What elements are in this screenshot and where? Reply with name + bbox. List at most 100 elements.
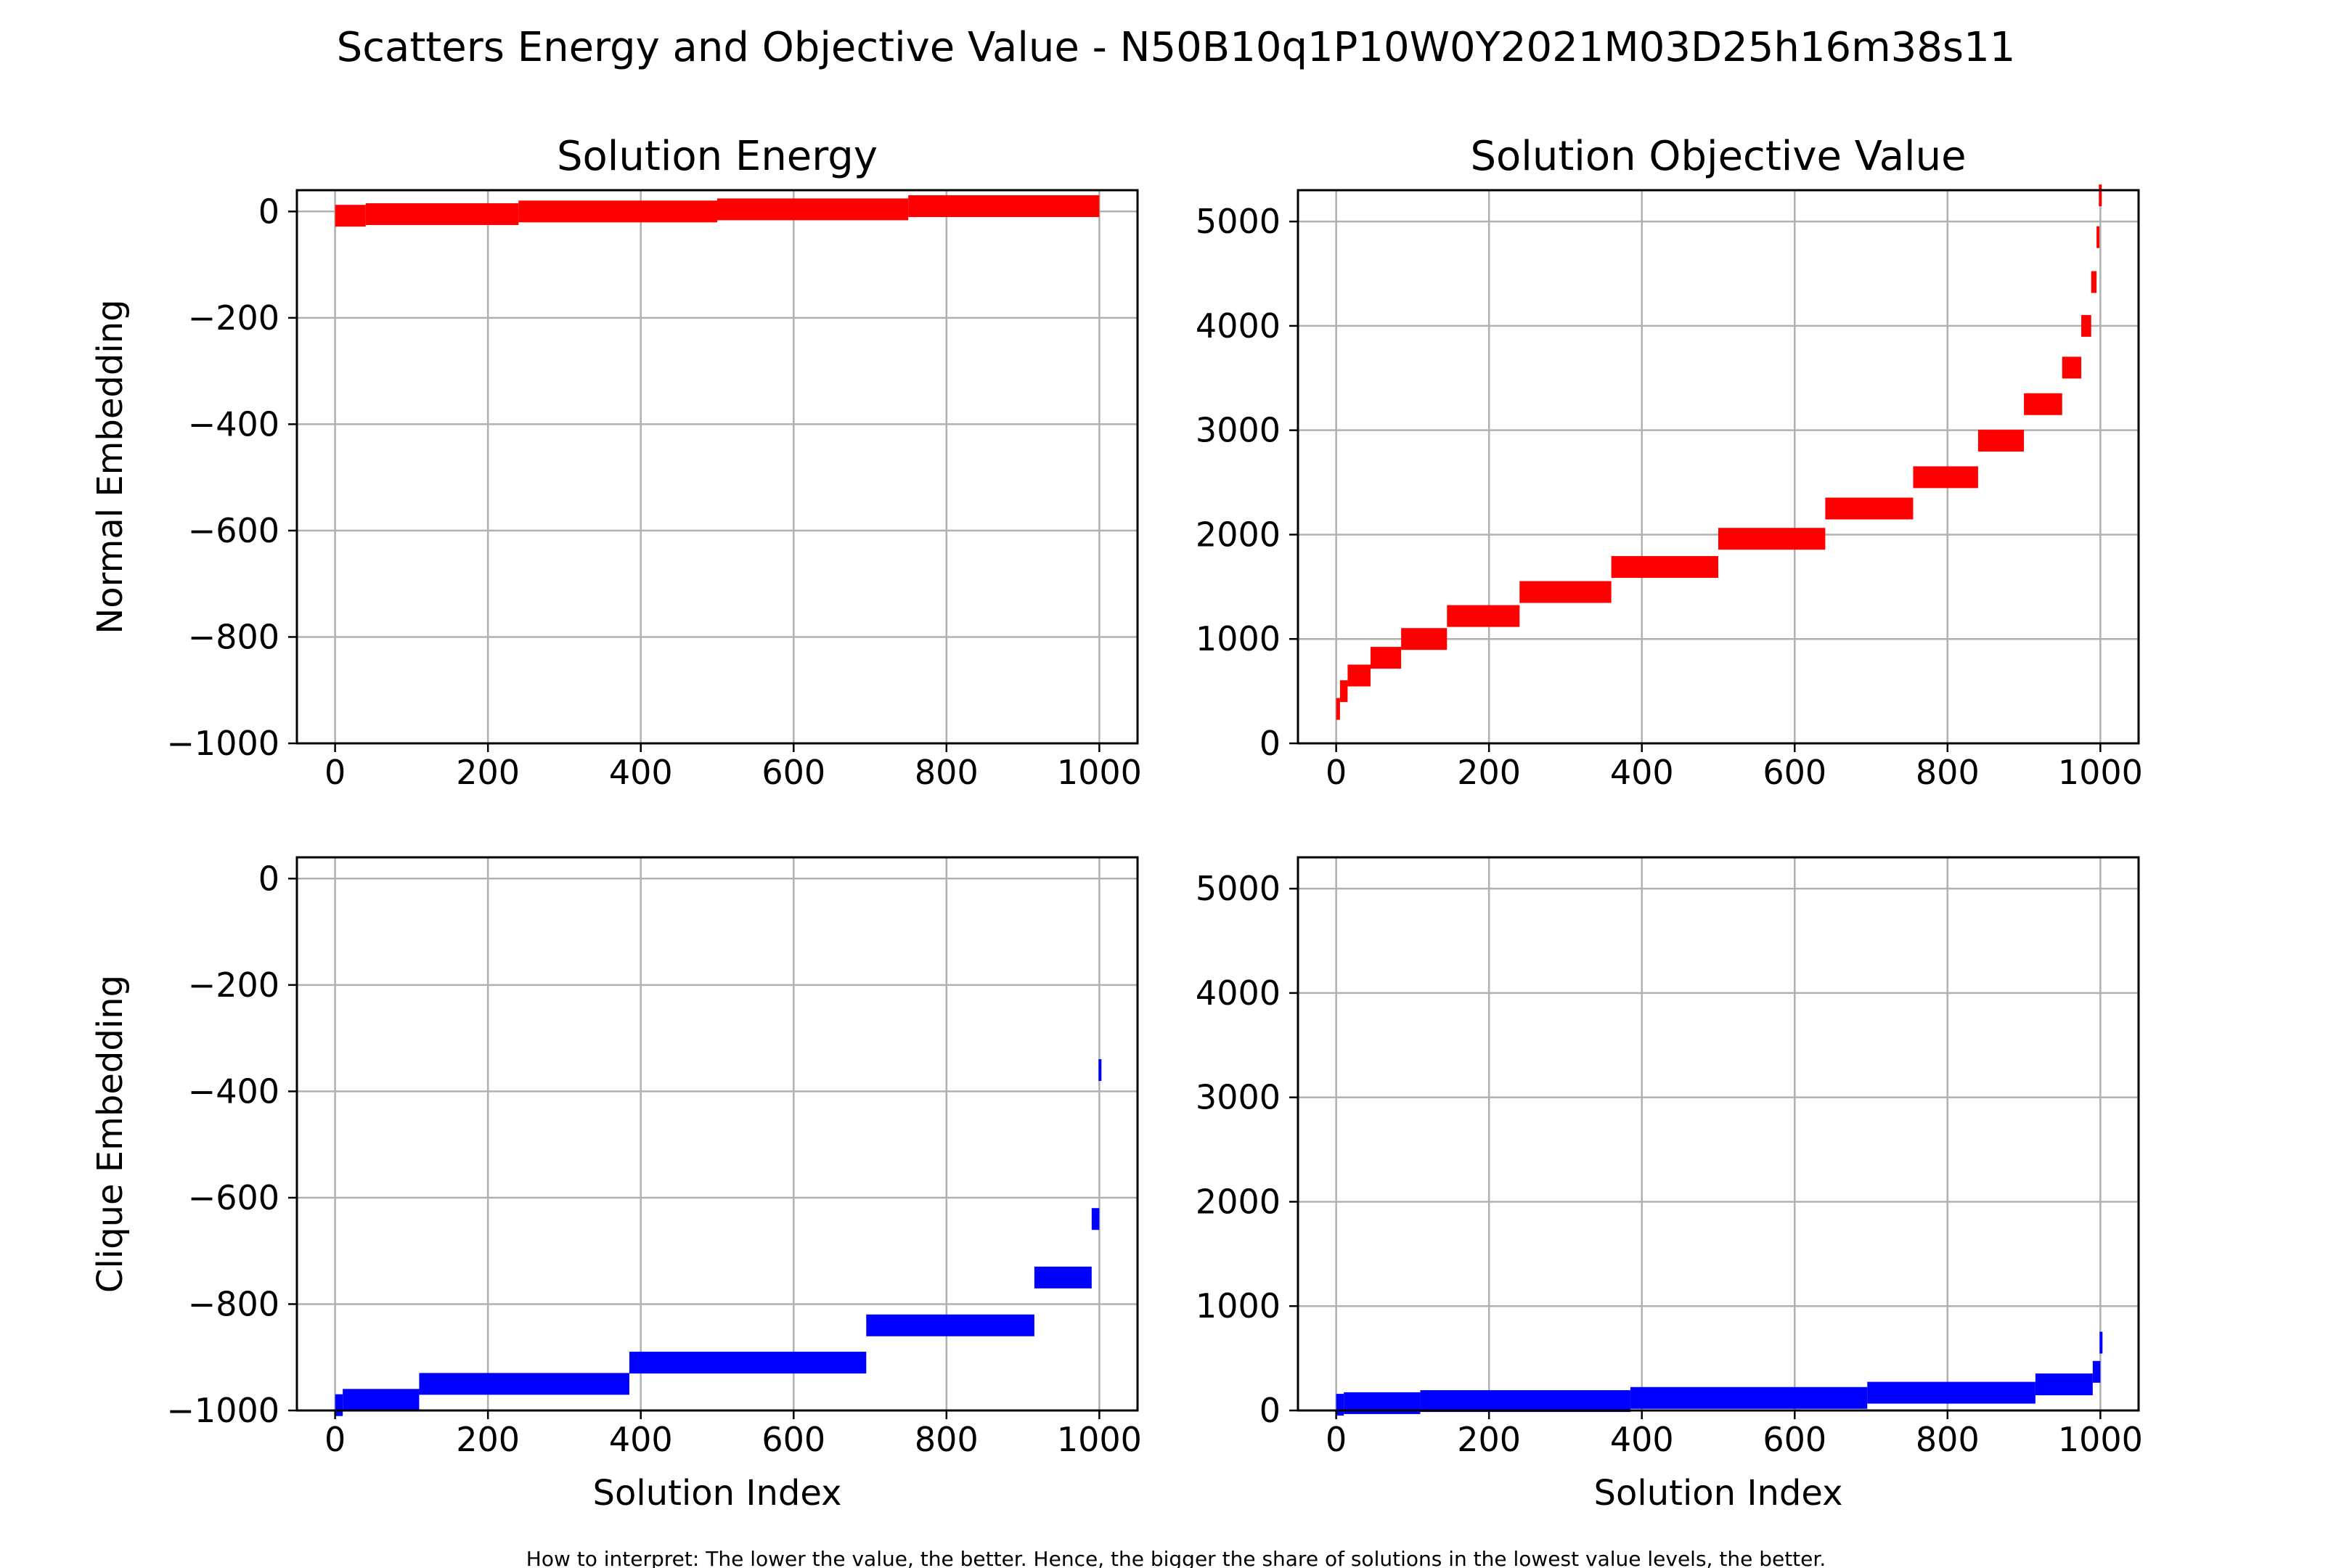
figure-footnote: How to interpret: The lower the value, t… <box>526 1547 1826 1568</box>
data-point-series <box>2091 271 2097 293</box>
chart-energy-normal: 0 200 400 600 800 1000 −1000 −800 −600 −400 −200 0 S… <box>90 133 1142 792</box>
x-tick-label: 800 <box>1916 1420 1980 1459</box>
data-point-series <box>1091 1208 1100 1230</box>
data-point-series <box>2024 393 2062 415</box>
y-tick-label: 5000 <box>1196 869 1281 908</box>
y-tick-label: 0 <box>1259 724 1281 763</box>
y-tick-label: −400 <box>188 404 279 444</box>
data-point-series <box>2099 184 2102 207</box>
x-tick-label: 400 <box>1610 753 1674 792</box>
x-tick-label: 0 <box>1326 1420 1347 1459</box>
x-tick-label: 600 <box>761 1420 825 1459</box>
data-point-series <box>1336 1394 1344 1416</box>
data-point-series <box>629 1352 867 1374</box>
x-tick-label: 200 <box>456 1420 520 1459</box>
y-tick-label: −1000 <box>166 724 279 763</box>
x-axis-label: Solution Index <box>1594 1473 1843 1514</box>
y-tick-label: −200 <box>188 298 279 338</box>
data-point-series <box>365 203 519 225</box>
data-point-series <box>1867 1381 2035 1404</box>
y-axis-label: Normal Embedding <box>90 299 131 634</box>
x-tick-label: 400 <box>609 1420 673 1459</box>
y-tick-label: −800 <box>188 617 279 656</box>
x-tick-label: 0 <box>1326 753 1347 792</box>
data-point-series <box>2035 1373 2093 1396</box>
data-point-series <box>866 1314 1034 1336</box>
data-point-series <box>335 205 366 227</box>
data-point-series <box>518 200 717 223</box>
data-point-series <box>2062 356 2082 379</box>
x-tick-label: 0 <box>324 753 346 792</box>
data-point-series <box>2096 226 2100 248</box>
y-axis-label: Clique Embedding <box>90 975 131 1293</box>
y-tick-label: −400 <box>188 1071 279 1111</box>
y-tick-label: 0 <box>258 859 279 898</box>
data-point-series <box>1611 556 1718 579</box>
x-tick-label: 200 <box>1457 753 1521 792</box>
x-tick-label: 400 <box>609 753 673 792</box>
y-tick-label: 3000 <box>1196 1078 1281 1117</box>
data-point-series <box>2099 1331 2103 1354</box>
y-tick-label: 1000 <box>1196 619 1281 658</box>
chart-objective-clique: 0 200 400 600 800 1000 0 1000 2000 3000 4000 5000 So… <box>1196 856 2143 1514</box>
x-tick-label: 400 <box>1610 1420 1674 1459</box>
data-point-series <box>1034 1266 1092 1289</box>
y-tick-label: 0 <box>1259 1391 1281 1430</box>
x-tick-label: 1000 <box>2058 753 2143 792</box>
data-point-series <box>1347 664 1371 687</box>
chart-title: Solution Energy <box>557 133 878 180</box>
data-point-series <box>1401 628 1447 650</box>
data-point-series <box>1447 605 1520 627</box>
data-point-series <box>419 1373 629 1395</box>
data-point-series <box>1336 698 1340 720</box>
x-tick-label: 1000 <box>1057 753 1142 792</box>
data-point-series <box>1339 680 1348 703</box>
data-point-series <box>1718 528 1826 550</box>
axes-frame <box>1297 856 2140 1412</box>
x-tick-label: 200 <box>456 753 520 792</box>
x-axis-label: Solution Index <box>593 1473 842 1514</box>
data-point-series <box>908 195 1100 217</box>
data-point-series <box>1977 430 2025 452</box>
y-tick-label: 5000 <box>1196 202 1281 241</box>
axes-frame <box>295 856 1139 1412</box>
x-tick-label: 800 <box>1916 753 1980 792</box>
y-tick-label: 4000 <box>1196 973 1281 1013</box>
data-point-series <box>2092 1360 2101 1383</box>
chart-title: Solution Objective Value <box>1470 133 1966 180</box>
chart-energy-clique: 0 200 400 600 800 1000 −1000 −800 −600 −400 −200 0 S… <box>90 856 1142 1514</box>
y-tick-label: 3000 <box>1196 411 1281 450</box>
data-point-series <box>1420 1390 1630 1413</box>
data-point-series <box>335 1394 343 1416</box>
x-tick-label: 200 <box>1457 1420 1521 1459</box>
figure-suptitle: Scatters Energy and Objective Value - N5… <box>337 24 2016 71</box>
chart-objective-normal: 0 200 400 600 800 1000 0 1000 2000 3000 4000 5000 So… <box>1196 133 2143 792</box>
y-tick-label: 0 <box>258 192 279 231</box>
data-point-series <box>343 1389 420 1411</box>
y-tick-label: 2000 <box>1196 515 1281 554</box>
x-tick-label: 600 <box>1763 1420 1826 1459</box>
axes-frame <box>295 189 1139 745</box>
data-point-series <box>2081 314 2091 337</box>
chart-panels: 0 200 400 600 800 1000 −1000 −800 −600 −400 −200 0 S… <box>90 133 2143 1514</box>
y-tick-label: −600 <box>188 1178 279 1217</box>
x-tick-label: 600 <box>1763 753 1826 792</box>
x-tick-label: 0 <box>324 1420 346 1459</box>
data-point-series <box>1825 497 1914 520</box>
data-point-series <box>1098 1059 1102 1082</box>
data-point-series <box>1630 1387 1868 1409</box>
y-tick-label: 1000 <box>1196 1286 1281 1326</box>
data-point-series <box>717 198 909 221</box>
x-tick-label: 1000 <box>1057 1420 1142 1459</box>
x-tick-label: 800 <box>915 1420 979 1459</box>
y-tick-label: −200 <box>188 965 279 1005</box>
axes-frame <box>1297 189 2140 745</box>
y-tick-label: −800 <box>188 1284 279 1323</box>
y-tick-label: 4000 <box>1196 306 1281 346</box>
y-tick-label: 2000 <box>1196 1182 1281 1221</box>
y-tick-label: −1000 <box>166 1391 279 1430</box>
x-tick-label: 1000 <box>2058 1420 2143 1459</box>
x-tick-label: 800 <box>915 753 979 792</box>
